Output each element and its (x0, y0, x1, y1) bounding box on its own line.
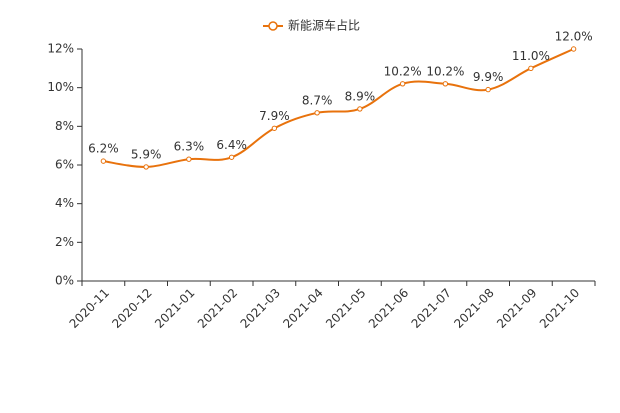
legend-marker (268, 21, 278, 31)
point (186, 156, 192, 162)
y-tick-label: 2% (55, 235, 74, 249)
y-tick-label: 6% (55, 158, 74, 172)
x-tick-label: 2021-01 (152, 286, 197, 331)
y-tick-label: 4% (55, 196, 74, 210)
point (314, 110, 320, 116)
x-tick-label: 2021-04 (280, 286, 325, 331)
point (485, 86, 491, 93)
value-label: 7.9% (259, 109, 290, 123)
x-tick-label: 2021-09 (494, 286, 539, 331)
value-label: 6.4% (216, 138, 247, 152)
value-label: 5.9% (131, 147, 162, 161)
value-label: 6.2% (88, 142, 119, 156)
value-label: 9.9% (473, 70, 504, 84)
point (357, 106, 363, 112)
value-label: 10.2% (384, 64, 422, 78)
x-tick-label: 2021-02 (195, 286, 240, 331)
value-label: 8.7% (302, 93, 333, 107)
point (100, 158, 107, 164)
point (228, 154, 235, 160)
value-label: 6.3% (174, 140, 205, 154)
value-label: 10.2% (426, 64, 464, 78)
y-tick-label: 12% (47, 42, 74, 56)
value-label: 11.0% (512, 49, 550, 63)
y-tick-label: 10% (47, 80, 74, 94)
y-tick-label: 0% (55, 274, 74, 288)
value-label: 12.0% (555, 30, 593, 44)
x-tick-label: 2020-12 (109, 286, 154, 331)
point (528, 65, 534, 72)
point (143, 164, 149, 170)
x-tick-label: 2021-08 (451, 286, 496, 331)
x-tick-label: 2021-07 (409, 286, 454, 331)
x-tick-label: 2020-11 (67, 286, 112, 331)
y-tick-label: 8% (55, 119, 74, 133)
point (442, 81, 449, 87)
point (271, 125, 278, 131)
point (399, 81, 406, 87)
x-tick-label: 2021-06 (366, 286, 411, 331)
x-tick-label: 2021-10 (537, 286, 582, 331)
legend-label: 新能源车占比 (288, 18, 360, 33)
x-tick-label: 2021-03 (238, 286, 283, 331)
series-line (103, 48, 575, 168)
x-tick-label: 2021-05 (323, 286, 368, 331)
point (570, 46, 577, 52)
value-label: 8.9% (345, 89, 376, 103)
